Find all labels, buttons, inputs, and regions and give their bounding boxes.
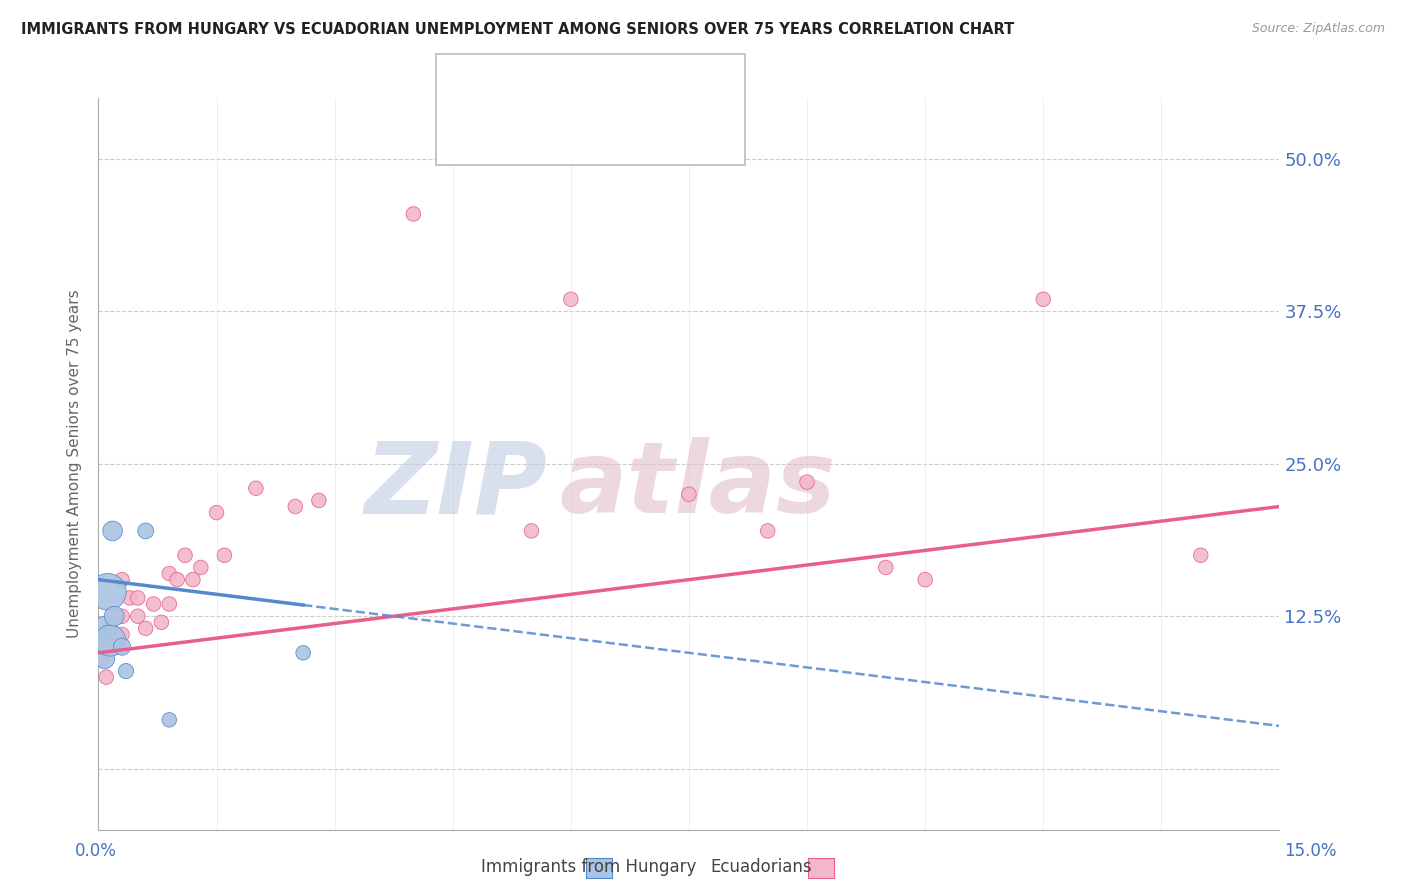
Point	[157, 566, 180, 581]
Point	[157, 597, 180, 611]
Point	[93, 652, 115, 666]
Point	[796, 475, 818, 490]
Point	[103, 609, 125, 624]
Point	[97, 585, 120, 599]
Point	[127, 591, 149, 605]
Point	[96, 670, 118, 684]
Text: Source: ZipAtlas.com: Source: ZipAtlas.com	[1251, 22, 1385, 36]
Point	[166, 573, 188, 587]
Point	[135, 524, 157, 538]
Y-axis label: Unemployment Among Seniors over 75 years: Unemployment Among Seniors over 75 years	[67, 290, 83, 638]
Point	[308, 493, 330, 508]
Point	[111, 640, 134, 654]
Text: ZIP: ZIP	[364, 437, 547, 534]
Point	[103, 609, 125, 624]
Point	[157, 713, 180, 727]
Point	[101, 524, 124, 538]
Text: 0.0%: 0.0%	[75, 842, 117, 860]
Point	[190, 560, 212, 574]
Point	[93, 622, 115, 636]
Point	[756, 524, 779, 538]
Point	[127, 609, 149, 624]
Point	[96, 633, 118, 648]
Point	[1032, 293, 1054, 307]
Text: 15.0%: 15.0%	[1284, 842, 1337, 860]
Point	[284, 500, 307, 514]
Point	[914, 573, 936, 587]
Point	[214, 548, 236, 563]
Point	[292, 646, 315, 660]
Point	[111, 609, 134, 624]
Text: R =  0.328   N = 36: R = 0.328 N = 36	[492, 125, 655, 143]
Point	[98, 622, 121, 636]
Point	[115, 664, 138, 678]
Text: Ecuadorians: Ecuadorians	[710, 858, 811, 876]
Point	[98, 633, 121, 648]
Text: R = -0.086   N =  11: R = -0.086 N = 11	[492, 82, 661, 100]
Point	[402, 207, 425, 221]
Point	[118, 591, 141, 605]
Point	[520, 524, 543, 538]
Text: IMMIGRANTS FROM HUNGARY VS ECUADORIAN UNEMPLOYMENT AMONG SENIORS OVER 75 YEARS C: IMMIGRANTS FROM HUNGARY VS ECUADORIAN UN…	[21, 22, 1014, 37]
Text: Immigrants from Hungary: Immigrants from Hungary	[481, 858, 696, 876]
Point	[174, 548, 197, 563]
Point	[111, 573, 134, 587]
Point	[150, 615, 173, 630]
Point	[91, 652, 114, 666]
Point	[111, 627, 134, 641]
Text: atlas: atlas	[560, 437, 835, 534]
Point	[875, 560, 897, 574]
Point	[245, 481, 267, 495]
Point	[1189, 548, 1212, 563]
Point	[560, 293, 582, 307]
Point	[103, 640, 125, 654]
Point	[678, 487, 700, 501]
Point	[181, 573, 204, 587]
Point	[135, 622, 157, 636]
Point	[205, 506, 228, 520]
Point	[142, 597, 165, 611]
